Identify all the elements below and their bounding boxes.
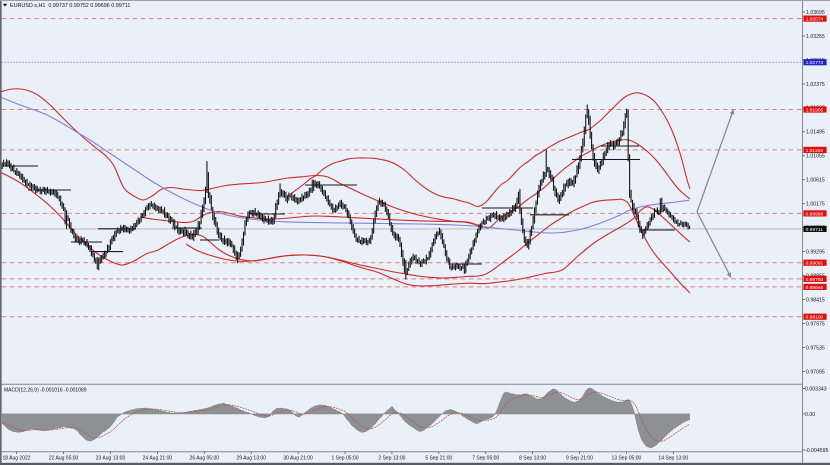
svg-text:0.97535: 0.97535 — [806, 345, 825, 351]
svg-text:14 Sep 13:00: 14 Sep 13:00 — [658, 456, 688, 462]
svg-text:1.02375: 1.02375 — [806, 82, 825, 88]
svg-text:MACD(12,26,9) -0.001016 -0.001: MACD(12,26,9) -0.001016 -0.001089 — [4, 387, 87, 393]
svg-text:18 Aug 2022: 18 Aug 2022 — [2, 456, 30, 462]
svg-text:1.00175: 1.00175 — [806, 202, 825, 208]
svg-text:9 Sep 21:00: 9 Sep 21:00 — [566, 456, 593, 462]
svg-text:1.01905: 1.01905 — [806, 107, 824, 113]
svg-text:0.99091: 0.99091 — [806, 261, 824, 267]
svg-text:EURUSD.s,H1 0.99737 0.99752 0: EURUSD.s,H1 0.99737 0.99752 0.99696 0.99… — [10, 3, 130, 9]
svg-text:0.98100: 0.98100 — [806, 315, 824, 321]
svg-text:0.99295: 0.99295 — [806, 250, 825, 256]
svg-text:1.00615: 1.00615 — [806, 178, 825, 184]
svg-text:-0.004595: -0.004595 — [805, 448, 828, 454]
svg-text:30 Aug 21:00: 30 Aug 21:00 — [283, 456, 313, 462]
svg-text:0.00: 0.00 — [805, 412, 815, 418]
svg-text:1.03574: 1.03574 — [806, 17, 824, 23]
svg-text:1 Sep 05:00: 1 Sep 05:00 — [332, 456, 359, 462]
svg-text:24 Aug 21:00: 24 Aug 21:00 — [143, 456, 173, 462]
svg-text:0.98415: 0.98415 — [806, 297, 825, 303]
svg-text:1.01495: 1.01495 — [806, 130, 825, 136]
svg-text:22 Aug 05:00: 22 Aug 05:00 — [49, 456, 79, 462]
svg-text:0.003343: 0.003343 — [805, 386, 827, 392]
svg-text:1.03695: 1.03695 — [806, 10, 825, 16]
svg-text:0.99711: 0.99711 — [806, 227, 824, 233]
svg-text:1.01163: 1.01163 — [806, 148, 824, 154]
svg-text:0.99996: 0.99996 — [806, 211, 824, 217]
svg-text:0.97095: 0.97095 — [806, 369, 825, 375]
svg-text:1.02774: 1.02774 — [806, 60, 824, 66]
svg-text:2 Sep 13:00: 2 Sep 13:00 — [378, 456, 405, 462]
svg-text:29 Aug 13:00: 29 Aug 13:00 — [236, 456, 266, 462]
svg-text:26 Aug 05:00: 26 Aug 05:00 — [190, 456, 220, 462]
svg-text:23 Aug 13:00: 23 Aug 13:00 — [96, 456, 126, 462]
svg-text:1.01055: 1.01055 — [806, 154, 825, 160]
svg-text:7 Sep 05:00: 7 Sep 05:00 — [472, 456, 499, 462]
svg-text:0.98646: 0.98646 — [806, 285, 824, 291]
svg-text:13 Sep 05:00: 13 Sep 05:00 — [612, 456, 642, 462]
svg-text:8 Sep 13:00: 8 Sep 13:00 — [519, 456, 546, 462]
svg-text:1.03255: 1.03255 — [806, 34, 825, 40]
svg-text:5 Sep 21:00: 5 Sep 21:00 — [425, 456, 452, 462]
svg-text:0.97975: 0.97975 — [806, 321, 825, 327]
svg-text:0.98793: 0.98793 — [806, 277, 824, 283]
